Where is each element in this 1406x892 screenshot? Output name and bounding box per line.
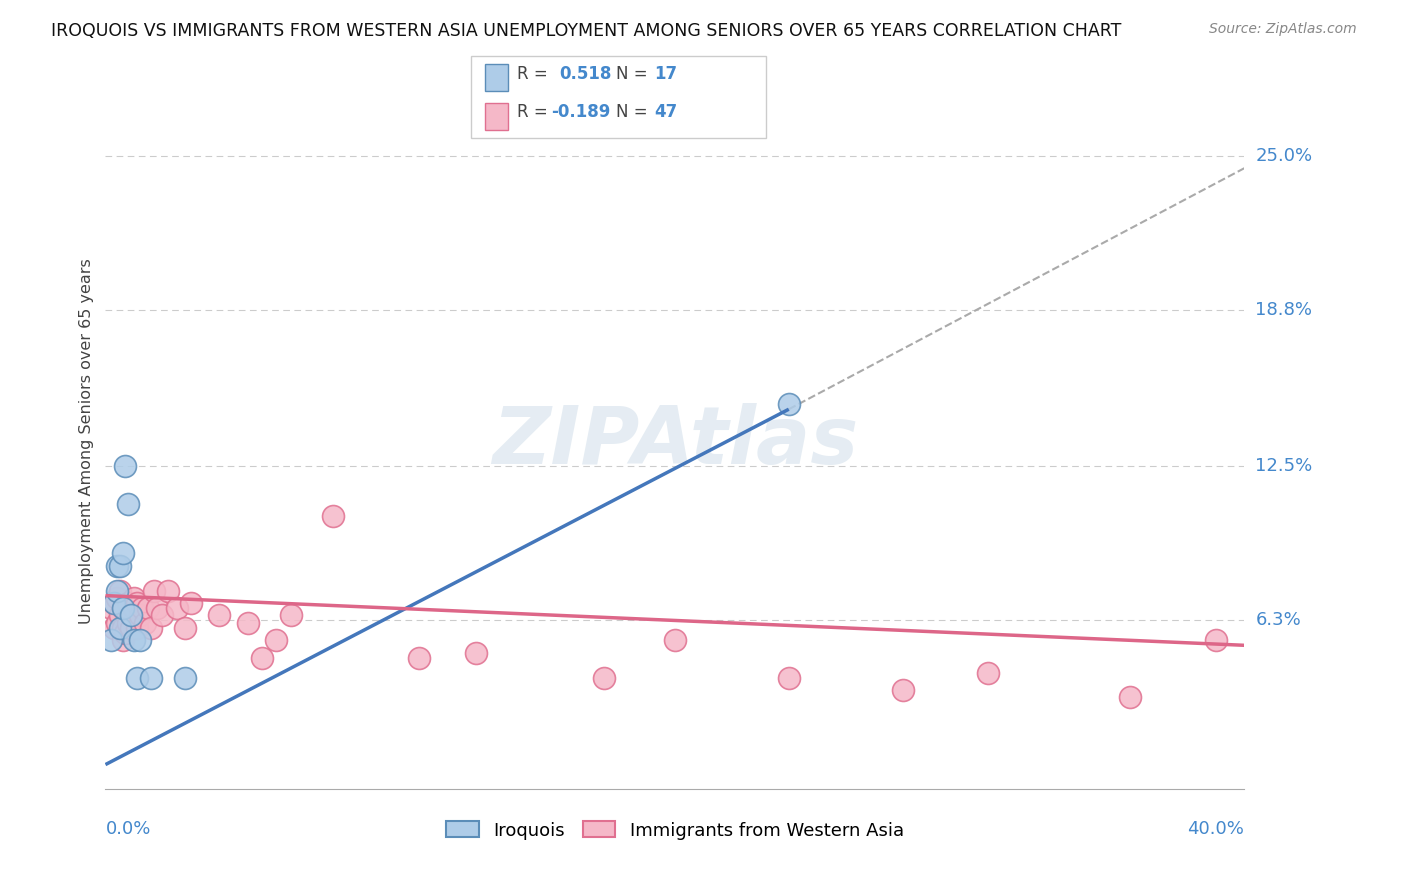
Point	[166, 601, 188, 615]
Point	[114, 459, 136, 474]
Point	[111, 621, 134, 635]
Point	[664, 633, 686, 648]
Point	[108, 583, 131, 598]
Point	[408, 650, 430, 665]
Text: R =: R =	[517, 65, 548, 83]
Point	[134, 615, 156, 630]
Text: 6.3%: 6.3%	[1256, 611, 1301, 630]
Point	[111, 546, 134, 560]
Point	[108, 608, 131, 623]
Point	[778, 671, 800, 685]
Point	[114, 601, 136, 615]
Text: 25.0%: 25.0%	[1256, 147, 1313, 165]
Y-axis label: Unemployment Among Seniors over 65 years: Unemployment Among Seniors over 65 years	[79, 259, 94, 624]
Text: 47: 47	[654, 103, 678, 121]
Point	[122, 633, 145, 648]
Point	[264, 633, 288, 648]
Point	[128, 608, 150, 623]
Point	[464, 646, 486, 660]
Point	[122, 591, 145, 606]
Text: -0.189: -0.189	[551, 103, 610, 121]
Point	[108, 558, 131, 573]
Point	[180, 596, 202, 610]
Point	[131, 601, 153, 615]
Point	[111, 601, 134, 615]
Point	[103, 596, 125, 610]
Point	[891, 683, 914, 698]
Point	[128, 633, 150, 648]
Point	[136, 601, 159, 615]
Text: R =: R =	[517, 103, 548, 121]
Text: 0.0%: 0.0%	[105, 820, 150, 838]
Text: N =: N =	[616, 103, 647, 121]
Point	[152, 608, 174, 623]
Point	[108, 621, 131, 635]
Point	[120, 608, 142, 623]
Point	[122, 601, 145, 615]
Point	[174, 621, 197, 635]
Point	[778, 397, 800, 411]
Point	[1119, 690, 1142, 705]
Point	[117, 497, 139, 511]
Point	[157, 583, 180, 598]
Point	[120, 608, 142, 623]
Text: Source: ZipAtlas.com: Source: ZipAtlas.com	[1209, 22, 1357, 37]
Text: 18.8%: 18.8%	[1256, 301, 1312, 318]
Point	[103, 596, 125, 610]
Point	[592, 671, 614, 685]
Point	[142, 583, 165, 598]
Text: 12.5%: 12.5%	[1256, 458, 1313, 475]
Point	[100, 601, 122, 615]
Point	[250, 650, 273, 665]
Legend: Iroquois, Immigrants from Western Asia: Iroquois, Immigrants from Western Asia	[446, 822, 904, 839]
Point	[105, 615, 128, 630]
Point	[139, 621, 162, 635]
Text: IROQUOIS VS IMMIGRANTS FROM WESTERN ASIA UNEMPLOYMENT AMONG SENIORS OVER 65 YEAR: IROQUOIS VS IMMIGRANTS FROM WESTERN ASIA…	[51, 22, 1121, 40]
Point	[125, 671, 148, 685]
Text: 0.518: 0.518	[560, 65, 612, 83]
Point	[125, 596, 148, 610]
Point	[280, 608, 302, 623]
Point	[322, 509, 344, 524]
Point	[105, 591, 128, 606]
Point	[117, 615, 139, 630]
Point	[977, 665, 1000, 680]
Point	[114, 626, 136, 640]
Point	[111, 601, 134, 615]
Point	[125, 621, 148, 635]
Text: 17: 17	[654, 65, 676, 83]
Point	[236, 615, 259, 630]
Point	[105, 583, 128, 598]
Point	[1205, 633, 1227, 648]
Point	[139, 671, 162, 685]
Text: N =: N =	[616, 65, 647, 83]
Point	[103, 621, 125, 635]
Point	[120, 621, 142, 635]
Text: ZIPAtlas: ZIPAtlas	[492, 402, 858, 481]
Point	[100, 633, 122, 648]
Point	[105, 558, 128, 573]
Point	[145, 601, 167, 615]
Point	[117, 596, 139, 610]
Point	[208, 608, 231, 623]
Text: 40.0%: 40.0%	[1188, 820, 1244, 838]
Point	[111, 633, 134, 648]
Point	[174, 671, 197, 685]
